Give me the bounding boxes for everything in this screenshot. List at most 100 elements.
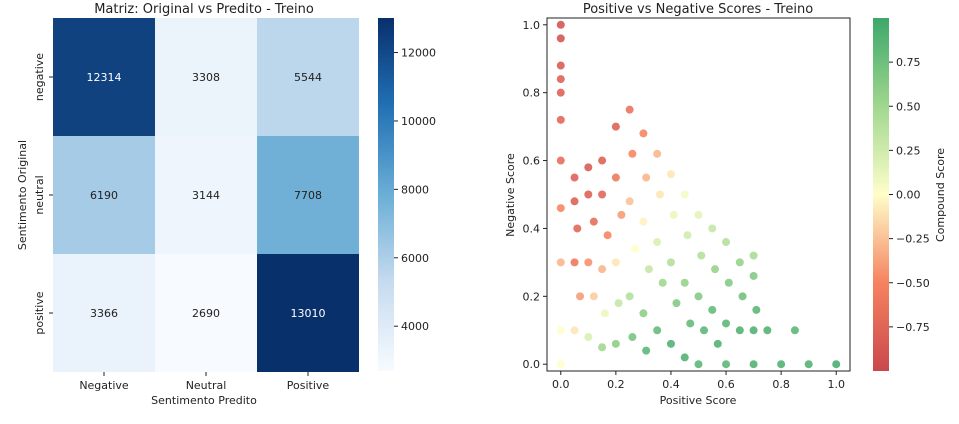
scatter-colorbar — [873, 18, 889, 371]
heatmap-cell — [53, 136, 155, 254]
scatter-point — [694, 292, 703, 301]
heatmap-colorbar-tick-label: 4000 — [401, 320, 429, 333]
scatter-point — [832, 360, 841, 369]
scatter-point — [611, 122, 620, 131]
scatter-point — [749, 251, 758, 260]
scatter-point — [642, 346, 651, 355]
scatter-point — [686, 319, 695, 328]
scatter-point — [556, 258, 565, 267]
scatter-point — [680, 190, 689, 199]
scatter-y-tick-label: 1.0 — [523, 19, 541, 32]
scatter-point — [598, 190, 607, 199]
scatter-x-tick-label: 0.6 — [717, 378, 735, 391]
heatmap-x-tick-label: Neutral — [186, 379, 227, 392]
scatter-point — [666, 339, 675, 348]
scatter-colorbar-tick-label: 0.00 — [896, 189, 921, 202]
scatter-point — [584, 333, 593, 342]
scatter-point — [556, 61, 565, 70]
scatter-points — [556, 20, 841, 369]
scatter-point — [735, 258, 744, 267]
scatter-colorbar-tick-label: −0.50 — [896, 277, 930, 290]
scatter-y-axis-label: Negative Score — [504, 153, 517, 237]
scatter-point — [683, 231, 692, 240]
scatter-point — [722, 360, 731, 369]
heatmap-colorbar-ticks: 4000 6000 8000 10000 12000 — [394, 47, 436, 333]
heatmap-cell-value: 2690 — [192, 307, 220, 320]
scatter-x-tick-label: 0.0 — [552, 378, 570, 391]
scatter-point — [584, 258, 593, 267]
scatter-point — [631, 244, 640, 253]
scatter-point — [570, 197, 579, 206]
scatter-point — [722, 238, 731, 247]
heatmap-cell-value: 12314 — [87, 71, 122, 84]
scatter-point — [763, 326, 772, 335]
heatmap-cell-value: 3308 — [192, 71, 220, 84]
scatter-point — [556, 20, 565, 29]
scatter-point — [556, 156, 565, 165]
scatter-colorbar-tick-label: −0.75 — [896, 321, 930, 334]
scatter-point — [752, 305, 761, 314]
scatter-y-tick-label: 0.0 — [523, 358, 541, 371]
scatter-title: Positive vs Negative Scores - Treino — [583, 2, 813, 17]
scatter-plot-area — [546, 17, 851, 372]
scatter-point — [625, 105, 634, 114]
scatter-point — [570, 258, 579, 267]
scatter-colorbar-tick-label: 0.25 — [896, 144, 921, 157]
scatter-point — [790, 326, 799, 335]
scatter-point — [680, 278, 689, 287]
scatter-point — [556, 326, 565, 335]
scatter-point — [556, 204, 565, 213]
scatter-point — [708, 305, 717, 314]
scatter-point — [738, 292, 747, 301]
scatter-point — [749, 326, 758, 335]
heatmap-colorbar — [378, 18, 394, 371]
scatter-point — [611, 173, 620, 182]
heatmap-cell — [155, 136, 257, 254]
scatter-point — [614, 299, 623, 308]
scatter-y-ticks: 0.0 0.2 0.4 0.6 0.8 1.0 — [523, 19, 547, 371]
scatter-point — [722, 319, 731, 328]
heatmap-cell-value: 3366 — [90, 307, 118, 320]
scatter-point — [598, 156, 607, 165]
heatmap-y-tick-label: neutral — [33, 175, 46, 214]
heatmap-x-axis-label: Sentimento Predito — [151, 394, 257, 407]
heatmap-colorbar-tick-label: 12000 — [401, 47, 436, 60]
heatmap-y-tick-label: positive — [33, 291, 46, 334]
scatter-point — [584, 190, 593, 199]
scatter-point — [672, 299, 681, 308]
scatter-point — [735, 326, 744, 335]
heatmap-cells: 12314 3308 5544 6190 3144 7708 3366 2690 13010 — [53, 18, 359, 372]
scatter-y-tick-label: 0.8 — [523, 87, 541, 100]
heatmap-y-tick-label: negative — [33, 53, 46, 101]
scatter-point — [639, 129, 648, 138]
scatter-point — [589, 292, 598, 301]
scatter-point — [625, 197, 634, 206]
heatmap-chart: Matriz: Original vs Predito - Treino 123… — [16, 2, 436, 407]
heatmap-cell-value: 3144 — [192, 189, 220, 202]
scatter-point — [598, 265, 607, 274]
scatter-x-ticks: 0.0 0.2 0.4 0.6 0.8 1.0 — [552, 371, 845, 391]
heatmap-cell — [257, 136, 359, 254]
scatter-colorbar-label: Compound Score — [934, 148, 947, 242]
scatter-point — [694, 210, 703, 219]
scatter-point — [556, 88, 565, 97]
scatter-point — [576, 292, 585, 301]
scatter-point — [556, 75, 565, 84]
scatter-point — [639, 217, 648, 226]
scatter-point — [713, 339, 722, 348]
scatter-point — [556, 115, 565, 124]
scatter-point — [556, 34, 565, 43]
scatter-point — [584, 163, 593, 172]
scatter-y-tick-label: 0.6 — [523, 155, 541, 168]
scatter-point — [749, 271, 758, 280]
scatter-point — [556, 360, 565, 369]
scatter-point — [653, 326, 662, 335]
scatter-point — [642, 173, 651, 182]
scatter-point — [700, 326, 709, 335]
scatter-point — [644, 265, 653, 274]
scatter-point — [611, 258, 620, 267]
heatmap-y-axis-label: Sentimento Original — [16, 140, 29, 250]
scatter-point — [611, 339, 620, 348]
scatter-point — [603, 231, 612, 240]
